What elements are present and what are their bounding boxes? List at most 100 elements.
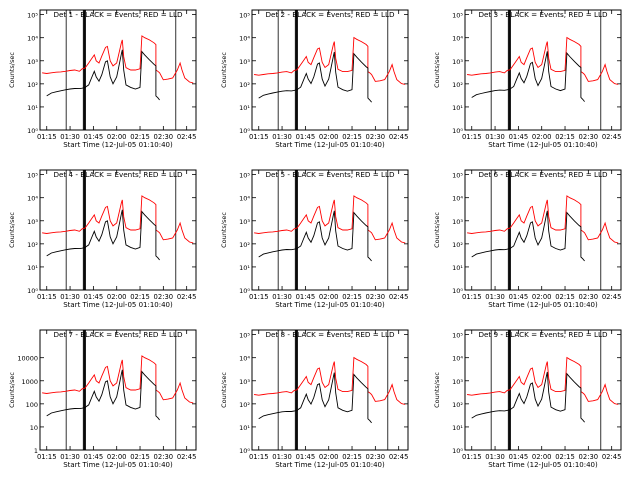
x-tick-label: 01:45 [509,133,529,141]
x-tick-label: 01:15 [462,133,482,141]
y-tick-label: 10² [452,81,463,89]
x-axis-label: Start Time (12-Jul-05 01:10:40) [63,141,173,149]
y-tick-label: 10³ [239,218,250,226]
y-tick-label: 10⁴ [239,355,250,363]
x-tick-label: 01:30 [60,293,80,301]
y-tick-label: 10³ [27,58,38,66]
x-tick-label: 01:30 [485,133,505,141]
y-axis-label: Counts/sec [433,212,441,248]
y-tick-label: 10¹ [27,104,38,112]
x-axis-label: Start Time (12-Jul-05 01:10:40) [63,461,173,469]
y-axis-label: Counts/sec [8,372,16,408]
lld-series-line [42,35,194,84]
y-axis-label: Counts/sec [433,52,441,88]
x-tick-label: 02:00 [532,293,552,301]
y-tick-label: 10⁰ [452,447,463,455]
x-axis-label: Start Time (12-Jul-05 01:10:40) [275,141,385,149]
x-tick-label: 02:30 [366,453,386,461]
x-tick-label: 02:45 [177,133,197,141]
y-tick-label: 10⁰ [452,127,463,135]
x-tick-label: 01:45 [84,133,104,141]
x-tick-label: 01:30 [272,293,292,301]
detector-panel-7: Det 7 - BLACK = Events, RED = LLD 1 10 100 1… [8,329,197,469]
y-tick-label: 10⁴ [452,195,463,203]
y-tick-label: 10⁵ [239,332,250,340]
x-tick-label: 02:00 [107,293,127,301]
y-tick-label: 10¹ [452,264,463,272]
y-axis-label: Counts/sec [8,212,16,248]
y-tick-label: 10² [27,81,38,89]
x-tick-label: 02:45 [602,453,622,461]
plot-frame [39,329,197,451]
lld-series-line [42,355,194,404]
y-axis-label: Counts/sec [220,52,228,88]
y-tick-label: 10¹ [239,104,250,112]
x-axis-label: Start Time (12-Jul-05 01:10:40) [275,301,385,309]
x-tick-label: 02:30 [579,453,599,461]
events-series-line [471,210,585,262]
x-tick-label: 02:45 [389,453,409,461]
y-tick-label: 1 [34,447,38,455]
x-tick-label: 01:15 [249,133,269,141]
y-tick-label: 10⁵ [239,172,250,180]
x-tick-label: 02:45 [177,453,197,461]
x-tick-label: 02:30 [579,133,599,141]
events-series-line [471,51,585,102]
detector-panel-1: Det 1 - BLACK = Events, RED = LLD 10⁰ 10¹ 1… [8,9,197,149]
x-axis-label: Start Time (12-Jul-05 01:10:40) [275,461,385,469]
x-tick-label: 02:30 [154,133,174,141]
x-tick-label: 01:45 [84,293,104,301]
y-tick-label: 10³ [452,218,463,226]
y-tick-label: 10⁴ [27,195,38,203]
y-tick-label: 10⁴ [452,35,463,43]
y-tick-label: 10⁵ [452,332,463,340]
y-tick-label: 10² [239,401,250,409]
y-tick-label: 10¹ [452,424,463,432]
y-tick-label: 1000 [21,378,38,386]
y-tick-label: 10⁰ [239,287,250,295]
x-axis-label: Start Time (12-Jul-05 01:10:40) [488,141,598,149]
y-axis-label: Counts/sec [433,372,441,408]
detector-panel-8: Det 8 - BLACK = Events, RED = LLD 10⁰ 10¹ 1… [220,329,409,469]
x-tick-label: 02:45 [389,133,409,141]
x-axis-label: Start Time (12-Jul-05 01:10:40) [488,301,598,309]
detector-panel-3: Det 3 - BLACK = Events, RED = LLD 10⁰ 10¹ 1… [433,9,622,149]
events-series-line [258,51,372,103]
x-tick-label: 01:45 [296,453,316,461]
x-tick-label: 02:15 [342,133,362,141]
events-series-line [258,372,372,424]
x-tick-label: 02:30 [579,293,599,301]
x-tick-label: 02:45 [389,293,409,301]
x-tick-label: 01:15 [37,133,57,141]
x-tick-label: 01:15 [249,453,269,461]
x-axis-label: Start Time (12-Jul-05 01:10:40) [488,461,598,469]
panel-title: Det 7 - BLACK = Events, RED = LLD [53,330,183,339]
panel-title: Det 1 - BLACK = Events, RED = LLD [53,10,183,19]
events-series-line [46,49,160,101]
panel-title: Det 3 - BLACK = Events, RED = LLD [478,10,608,19]
x-tick-label: 01:45 [84,453,104,461]
y-tick-label: 10⁵ [27,12,38,20]
y-tick-label: 10¹ [239,424,250,432]
plot-frame [464,169,622,291]
panel-title: Det 6 - BLACK = Events, RED = LLD [478,170,608,179]
plot-frame [251,169,409,291]
x-tick-label: 02:00 [319,293,339,301]
lld-series-line [467,195,619,244]
plot-frame [251,9,409,131]
y-tick-label: 10⁰ [27,287,38,295]
y-tick-label: 10³ [239,58,250,66]
x-tick-label: 02:00 [107,453,127,461]
panel-title: Det 4 - BLACK = Events, RED = LLD [53,170,183,179]
y-tick-label: 10⁴ [452,355,463,363]
y-tick-label: 10² [27,241,38,249]
x-tick-label: 02:00 [532,453,552,461]
x-tick-label: 01:30 [272,133,292,141]
x-tick-label: 01:15 [462,293,482,301]
x-axis-label: Start Time (12-Jul-05 01:10:40) [63,301,173,309]
x-tick-label: 01:45 [509,293,529,301]
plot-frame [39,9,197,131]
detector-panel-5: Det 5 - BLACK = Events, RED = LLD 10⁰ 10¹ 1… [220,169,409,309]
